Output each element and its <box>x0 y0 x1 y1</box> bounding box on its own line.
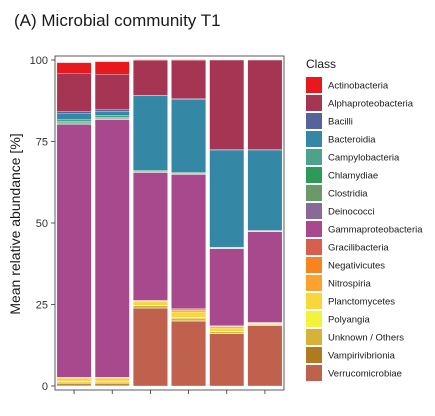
legend-label: Planctomycetes <box>328 297 395 308</box>
legend-label: Nitrospiria <box>328 279 371 290</box>
bar-segment-unknown-others <box>171 318 206 321</box>
bar-segment-alphaproteobacteria <box>56 73 92 112</box>
legend-swatch <box>306 293 322 309</box>
legend-swatch <box>306 131 322 147</box>
legend-label: Actinobacteria <box>328 81 389 92</box>
chart-title: (A) Microbial community T1 <box>14 11 221 30</box>
bar-segment-campylobacteria <box>133 170 168 172</box>
y-tick-label: 50 <box>36 218 48 230</box>
legend-swatch <box>306 257 322 273</box>
legend-swatch <box>306 329 322 345</box>
legend-label: Vampirivibrionia <box>328 351 396 362</box>
legend-label: Deinococci <box>328 207 374 218</box>
bar-segment-vampirivibrionia <box>94 383 130 386</box>
legend-label: Alphaproteobacteria <box>328 99 414 110</box>
bar-segment-gammaproteobacteria <box>247 231 283 323</box>
legend-swatch <box>306 203 322 219</box>
legend-label: Negativicutes <box>328 261 385 272</box>
y-tick-label: 0 <box>42 381 48 393</box>
bar-segment-bacteroidia <box>247 149 283 231</box>
legend-swatch <box>306 275 322 291</box>
bar-segment-alphaproteobacteria <box>209 59 245 150</box>
legend-label: Gracilibacteria <box>328 243 389 254</box>
legend-swatch <box>306 311 322 327</box>
legend-label: Bacilli <box>328 117 353 128</box>
bar-segment-campylobacteria <box>56 119 92 122</box>
legend-label: Verrucomicrobiae <box>328 369 402 380</box>
legend-label: Clostridia <box>328 189 368 200</box>
bar-segment-planctomycetes <box>56 378 92 382</box>
bar-segment-campylobacteria <box>171 171 206 174</box>
legend-label: Bacteroidia <box>328 135 376 146</box>
bar-segment-bacteroidia <box>209 149 245 248</box>
bar-segment-unknown-others <box>209 331 245 334</box>
bar-segment-vampirivibrionia <box>56 383 92 386</box>
bar-segment-bacilli <box>94 109 130 112</box>
bars <box>56 59 283 387</box>
y-tick-label: 25 <box>36 300 48 312</box>
bar-segment-actinobacteria <box>94 61 130 75</box>
bar-segment-planctomycetes <box>209 327 245 332</box>
legend-label: Polyangia <box>328 315 370 326</box>
legend-swatch <box>306 149 322 165</box>
legend-label: Unknown / Others <box>328 333 404 344</box>
legend-swatch <box>306 77 322 93</box>
bar-segment-alphaproteobacteria <box>94 74 130 110</box>
legend-label: Chlamydiae <box>328 171 378 182</box>
bar-segment-gammaproteobacteria <box>56 124 92 378</box>
bar-segment-gammaproteobacteria <box>209 248 245 326</box>
bar-segment-planctomycetes <box>94 378 130 382</box>
bar-segment-verrucomicrobiae <box>247 325 283 387</box>
bar-segment-bacteroidia <box>94 111 130 116</box>
bar-segment-verrucomicrobiae <box>133 308 168 387</box>
bar-segment-bacteroidia <box>133 95 168 171</box>
y-axis-label: Mean relative abundance [%] <box>7 133 23 314</box>
bar-segment-nitrospiria <box>171 310 206 313</box>
legend-label: Campylobacteria <box>328 153 400 164</box>
legend-swatch <box>306 365 322 381</box>
bar-segment-unknown-others <box>133 305 168 308</box>
bar-segment-nitrospiria <box>209 326 245 329</box>
bar-segment-gammaproteobacteria <box>94 119 130 378</box>
y-tick-label: 100 <box>30 55 48 67</box>
legend-title: Class <box>306 57 336 71</box>
y-tick-label: 75 <box>36 137 48 149</box>
bar-segment-alphaproteobacteria <box>247 59 283 150</box>
axes: 0 25 50 75 100 <box>30 55 285 394</box>
bar-segment-verrucomicrobiae <box>171 321 206 387</box>
bar-segment-bacteroidia <box>171 98 206 173</box>
bar-segment-actinobacteria <box>56 62 92 74</box>
legend-label: Gammaproteobacteria <box>328 225 423 236</box>
bar-segment-bacteroidia <box>56 113 92 120</box>
bar-segment-alphaproteobacteria <box>133 60 168 96</box>
bar-segment-gammaproteobacteria <box>171 174 206 309</box>
legend-swatch <box>306 167 322 183</box>
bar-segment-verrucomicrobiae <box>209 333 245 387</box>
bar-segment-actinobacteria <box>171 59 206 61</box>
bar-segment-bacilli <box>56 111 92 114</box>
bar-segment-campylobacteria <box>94 115 130 118</box>
bar-segment-unknown-others <box>56 381 92 384</box>
legend-swatch <box>306 221 322 237</box>
legend-swatch <box>306 95 322 111</box>
legend: Actinobacteria Alphaproteobacteria Bacilli… <box>306 77 423 381</box>
bar-segment-planctomycetes <box>133 301 168 306</box>
legend-swatch <box>306 347 322 363</box>
bar-segment-unknown-others <box>94 381 130 384</box>
bar-segment-alphaproteobacteria <box>171 60 206 99</box>
bar-segment-planctomycetes <box>171 311 206 318</box>
bar-segment-actinobacteria <box>133 59 168 61</box>
legend-swatch <box>306 185 322 201</box>
legend-swatch <box>306 239 322 255</box>
bar-segment-gammaproteobacteria <box>133 172 168 301</box>
legend-swatch <box>306 113 322 129</box>
